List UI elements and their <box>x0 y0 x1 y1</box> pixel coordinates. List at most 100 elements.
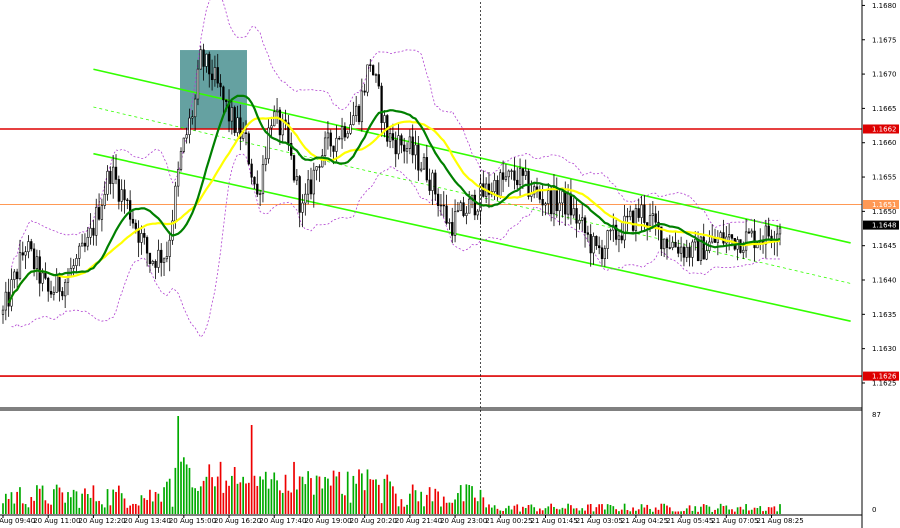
volume-bar <box>454 499 456 514</box>
candle-body <box>629 210 632 218</box>
volume-bar <box>344 495 346 514</box>
volume-bar <box>742 509 745 514</box>
candle-body <box>112 166 115 184</box>
candle-body <box>21 252 24 256</box>
volume-bar <box>38 488 41 514</box>
volume-bar <box>448 502 451 514</box>
volume-bar <box>276 480 278 514</box>
candle-body <box>595 236 598 247</box>
volume-bar <box>578 510 581 514</box>
volume-bar <box>346 471 349 514</box>
volume-bar <box>459 485 462 514</box>
candle-body <box>524 170 527 176</box>
volume-bar <box>750 509 753 514</box>
candle-body <box>154 260 157 268</box>
time-tick-label: 20 Aug 13:40 <box>124 517 171 525</box>
volume-bar <box>194 488 196 514</box>
volume-bar <box>425 494 428 514</box>
volume-bar <box>115 491 117 514</box>
candle-body <box>278 109 282 136</box>
volume-bar <box>770 507 773 514</box>
volume-bar <box>239 482 242 514</box>
candle-body <box>600 247 604 259</box>
volume-bar <box>606 504 609 514</box>
volume-bar <box>442 496 445 514</box>
volume-bar <box>663 503 666 514</box>
volume-bar <box>293 461 295 514</box>
volume-bar <box>182 457 185 514</box>
candle-body <box>462 202 465 216</box>
volume-bar <box>736 507 739 514</box>
candle-body <box>468 198 471 214</box>
volume-bar <box>75 491 78 514</box>
candle-body <box>323 137 327 156</box>
candle-body <box>58 274 61 292</box>
candle-body <box>380 85 383 123</box>
volume-bar <box>688 505 691 514</box>
volume-bar <box>719 503 722 514</box>
volume-bar <box>109 505 112 514</box>
time-tick-label: 21 Aug 07:05 <box>711 517 758 525</box>
candle-body <box>391 133 395 141</box>
candle-body <box>247 133 250 165</box>
price-tick-label: 1.1655 <box>872 174 897 182</box>
candle-body <box>318 166 321 168</box>
volume-bar <box>174 467 177 514</box>
candle-body <box>312 169 315 195</box>
candle-body <box>55 274 58 293</box>
candle-body <box>222 86 225 101</box>
volume-bar <box>431 501 434 514</box>
candle-body <box>383 115 386 123</box>
candle-body <box>516 179 519 186</box>
candle-body <box>97 207 101 220</box>
candle-body <box>456 210 460 213</box>
candle-body <box>465 212 468 216</box>
candle-body <box>171 220 174 241</box>
volume-bar <box>654 507 657 514</box>
candle-body <box>394 139 397 155</box>
volume-bar <box>635 510 637 514</box>
candle-body <box>315 166 318 171</box>
price-tick-label: 1.1635 <box>872 311 897 319</box>
candle-body <box>193 98 197 118</box>
candle-body <box>275 109 279 113</box>
time-tick-label: 20 Aug 16:20 <box>214 517 261 525</box>
candle-body <box>643 204 646 223</box>
volume-bar <box>640 504 643 514</box>
volume-bar <box>533 507 536 514</box>
volume-bar <box>151 501 154 514</box>
candle-body <box>501 172 505 180</box>
candle-body <box>620 235 623 241</box>
volume-bar <box>301 476 304 514</box>
candle-body <box>335 137 338 152</box>
candle-body <box>397 135 400 155</box>
candle-body <box>561 191 564 204</box>
candle-body <box>168 239 171 257</box>
candle-body <box>445 205 448 224</box>
volume-bar <box>584 510 586 514</box>
candle-body <box>750 230 753 234</box>
candle-body <box>564 191 567 215</box>
current-price-label-text: 1.1648 <box>872 222 897 230</box>
candle-body <box>778 227 782 235</box>
volume-bar <box>327 478 329 514</box>
candle-body <box>598 245 601 249</box>
candle-body <box>52 292 56 295</box>
candle-body <box>225 99 228 102</box>
candle-body <box>473 194 476 216</box>
volume-bar <box>358 469 360 514</box>
candle-body <box>366 64 369 93</box>
candle-body <box>309 179 313 195</box>
volume-bar <box>462 501 465 514</box>
candle-body <box>660 226 663 250</box>
candle-body <box>487 183 491 195</box>
volume-bar <box>287 490 290 514</box>
volume-bar <box>708 506 711 514</box>
volume-bar <box>502 510 504 514</box>
candle-body <box>106 170 109 195</box>
candle-body <box>742 249 745 253</box>
candle-body <box>518 168 522 186</box>
candle-body <box>702 236 705 260</box>
candle-body <box>691 241 694 258</box>
